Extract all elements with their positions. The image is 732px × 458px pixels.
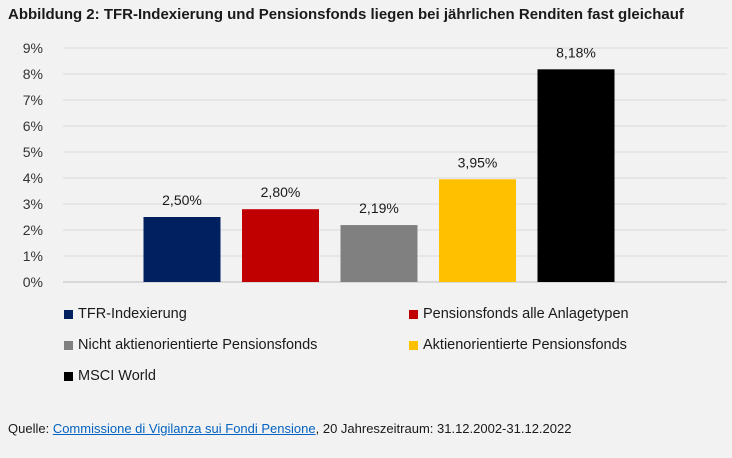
bar (439, 179, 516, 282)
data-label: 3,95% (458, 154, 498, 170)
data-label: 2,19% (359, 200, 399, 216)
legend-swatch-aktien (409, 340, 418, 350)
y-tick-label: 7% (23, 92, 43, 108)
chart-title: Abbildung 2: TFR-Indexierung und Pension… (8, 6, 684, 23)
bar (340, 225, 418, 282)
source-link[interactable]: Commissione di Vigilanza sui Fondi Pensi… (52, 421, 316, 436)
legend-item-nicht-aktien: Nicht aktienorientierte Pensionsfonds (64, 337, 317, 353)
source-prefix: Quelle: (8, 421, 53, 436)
y-tick-label: 3% (23, 196, 43, 212)
legend-label-msci: MSCI World (78, 368, 156, 384)
legend-item-pensionsfonds-alle: Pensionsfonds alle Anlagetypen (409, 306, 629, 322)
legend-item-aktien: Aktienorientierte Pensionsfonds (409, 337, 627, 353)
legend-swatch-msci (64, 371, 73, 381)
y-tick-label: 5% (23, 144, 43, 160)
legend-label-pensionsfonds-alle: Pensionsfonds alle Anlagetypen (423, 306, 629, 322)
bar (143, 217, 221, 282)
y-tick-label: 9% (23, 40, 43, 56)
bar-chart: 0% 1% 2% 3% 4% 5% 6% 7% 8% 9% 2,50% 2,80% 2,19% 3,95%… (23, 40, 727, 290)
legend-swatch-pensionsfonds-alle (409, 309, 418, 319)
source-footer: Quelle: Commissione di Vigilanza sui Fon… (8, 421, 571, 436)
legend-label-tfr: TFR-Indexierung (78, 306, 187, 322)
y-tick-label: 6% (23, 118, 43, 134)
legend-item-msci: MSCI World (64, 368, 156, 384)
y-tick-label: 2% (23, 222, 43, 238)
y-tick-label: 4% (23, 170, 43, 186)
legend-swatch-tfr (64, 309, 73, 319)
legend-item-tfr: TFR-Indexierung (64, 306, 187, 322)
data-label: 2,50% (162, 192, 202, 208)
data-label: 8,18% (556, 44, 596, 60)
data-label: 2,80% (261, 184, 301, 200)
y-tick-label: 8% (23, 66, 43, 82)
legend-label-aktien: Aktienorientierte Pensionsfonds (423, 337, 627, 353)
bar (537, 69, 615, 282)
legend-swatch-nicht-aktien (64, 340, 73, 350)
source-suffix: , 20 Jahreszeitraum: 31.12.2002-31.12.20… (315, 421, 572, 436)
legend-label-nicht-aktien: Nicht aktienorientierte Pensionsfonds (78, 337, 318, 353)
y-tick-label: 1% (23, 248, 43, 264)
y-tick-label: 0% (23, 274, 43, 290)
bar (242, 209, 319, 282)
